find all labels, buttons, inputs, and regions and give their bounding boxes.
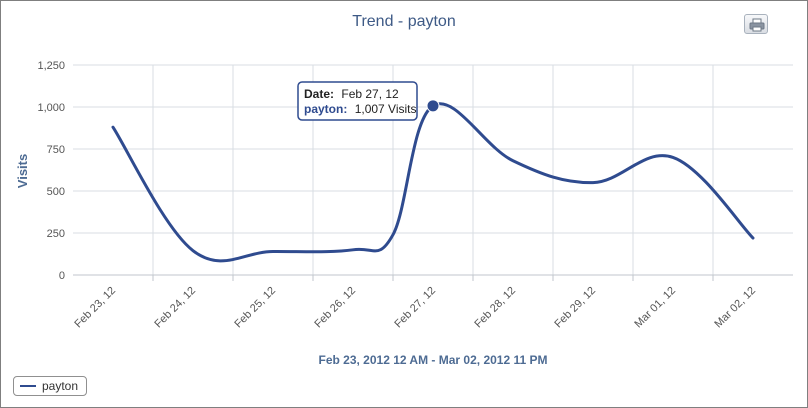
- y-tick-label: 0: [59, 270, 65, 282]
- x-tick-label: Feb 28, 12: [472, 285, 518, 331]
- x-tick-label: Mar 01, 12: [632, 285, 678, 331]
- grid-lines: [73, 64, 793, 281]
- tooltip-date-value: Feb 27, 12: [341, 87, 399, 101]
- y-tick-label: 500: [47, 186, 65, 198]
- y-tick-label: 1,250: [37, 60, 65, 72]
- y-tick-label: 750: [47, 144, 65, 156]
- x-axis-ticks: Feb 23, 12 Feb 24, 12 Feb 25, 12 Feb 26, 12…: [72, 285, 758, 331]
- legend[interactable]: payton: [13, 376, 88, 396]
- y-tick-label: 250: [47, 228, 65, 240]
- print-button[interactable]: [744, 14, 768, 34]
- y-axis-label: Visits: [15, 154, 30, 188]
- x-axis-label: Feb 23, 2012 12 AM - Mar 02, 2012 11 PM: [318, 353, 547, 367]
- y-tick-label: 1,000: [37, 102, 65, 114]
- x-tick-label: Feb 29, 12: [552, 285, 598, 331]
- printer-icon: [749, 18, 765, 32]
- x-tick-label: Mar 02, 12: [712, 285, 758, 331]
- legend-label-payton: payton: [42, 379, 79, 393]
- data-point-feb-27[interactable]: [426, 99, 440, 113]
- x-tick-label: Feb 23, 12: [72, 285, 118, 331]
- y-axis-ticks: 0 250 500 750 1,000 1,250: [37, 60, 65, 282]
- chart-title: Trend - payton: [352, 13, 456, 30]
- tooltip-series-label: payton:: [304, 102, 347, 116]
- x-tick-label: Feb 26, 12: [312, 285, 358, 331]
- tooltip-date-label: Date:: [304, 87, 334, 101]
- svg-text:Date: Feb 27, 12: Date: Feb 27, 12: [304, 87, 399, 101]
- series-line-payton[interactable]: [111, 102, 755, 263]
- x-tick-label: Feb 27, 12: [392, 285, 438, 331]
- x-tick-label: Feb 25, 12: [232, 285, 278, 331]
- tooltip-series-value: 1,007 Visits: [355, 102, 417, 116]
- svg-text:payton: 1,007 Visits: payton: 1,007 Visits: [304, 102, 417, 116]
- x-tick-label: Feb 24, 12: [152, 285, 198, 331]
- legend-swatch-payton: [20, 385, 36, 387]
- tooltip: Date: Feb 27, 12 payton: 1,007 Visits: [297, 81, 418, 121]
